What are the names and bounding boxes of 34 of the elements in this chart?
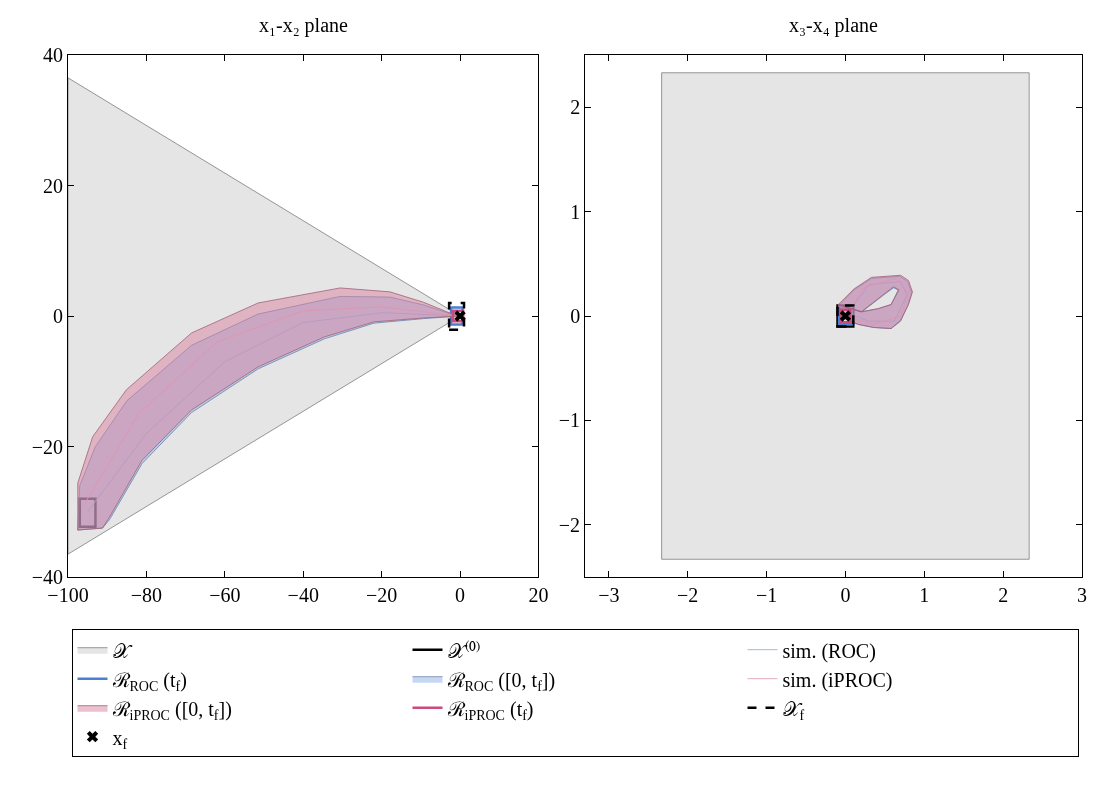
- legend-label: sim. (ROC): [782, 639, 876, 663]
- y-tick-label: 2: [570, 96, 581, 119]
- x-tick-label: −40: [287, 584, 319, 606]
- legend-label: 𝒳⁽⁰⁾: [447, 639, 480, 662]
- y-tick-label: 40: [43, 44, 63, 66]
- x-tick-label: 0: [455, 584, 466, 606]
- x-tick-label: −80: [130, 584, 163, 606]
- x-tick-label: 1: [919, 584, 930, 606]
- legend-label: ℛ$_{ROC}$ (t$_{f}$): [111, 668, 187, 694]
- y-tick-label: 20: [43, 174, 63, 197]
- legend-label: x$_{f}$: [112, 726, 128, 752]
- x-tick-label: 0: [840, 584, 851, 606]
- y-tick-label: −20: [31, 435, 63, 458]
- x-tick-label: −2: [677, 584, 699, 606]
- x-tick-label: 2: [998, 584, 1009, 606]
- y-tick-label: 0: [53, 305, 63, 327]
- chart-title: x₁-x₂ plane: [259, 14, 349, 37]
- legend-label: ℛ$_{ROC}$ ([0, t$_{f}$]): [446, 668, 556, 694]
- x-tick-label: −60: [209, 584, 241, 606]
- x-tick-label: −3: [598, 584, 620, 606]
- legend-label: ℛ$_{iPROC}$ (t$_{f}$): [446, 697, 534, 723]
- x-tick-label: −1: [755, 584, 778, 606]
- x-tick-label: 20: [528, 584, 549, 606]
- x-tick-label: 3: [1077, 584, 1087, 606]
- legend-label: 𝒳: [112, 639, 133, 662]
- y-tick-label: −2: [558, 513, 581, 536]
- legend-label: 𝒳$_{f}$: [782, 697, 805, 723]
- y-tick-label: 1: [570, 200, 581, 223]
- legend-label: ℛ$_{iPROC}$ ([0, t$_{f}$]): [111, 697, 232, 723]
- chart-title: x₃-x₄ plane: [789, 14, 879, 37]
- y-tick-label: −1: [558, 409, 581, 432]
- legend-label: sim. (iPROC): [782, 668, 893, 692]
- x-tick-label: −20: [366, 584, 398, 606]
- y-tick-label: 0: [570, 305, 581, 327]
